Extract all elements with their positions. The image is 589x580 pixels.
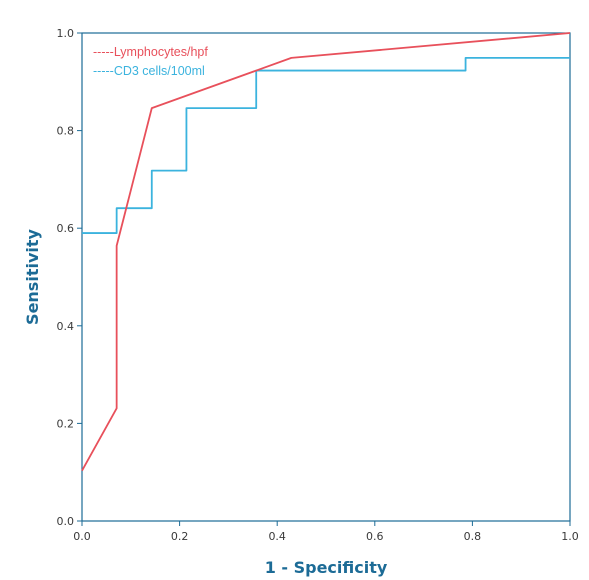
series-layer bbox=[81, 32, 571, 472]
legend: -----Lymphocytes/hpf -----CD3 cells/100m… bbox=[93, 45, 208, 78]
series-line-lymphocytes bbox=[81, 32, 571, 472]
x-tick-label: 0.8 bbox=[464, 530, 482, 543]
series-line-cd3-cells bbox=[82, 56, 570, 234]
y-tick-label: 0.4 bbox=[57, 320, 75, 333]
x-tick-label: 1.0 bbox=[561, 530, 579, 543]
x-tick-label: 0.6 bbox=[366, 530, 384, 543]
y-tick-label: 0.0 bbox=[57, 515, 75, 528]
x-tick-label: 0.4 bbox=[268, 530, 286, 543]
x-axis-title: 1 - Specificity bbox=[265, 558, 388, 577]
y-tick-label: 0.8 bbox=[57, 125, 75, 138]
x-axis-ticks: 0.0 0.2 0.4 0.6 0.8 1.0 bbox=[73, 521, 579, 543]
plot-frame bbox=[81, 32, 571, 522]
y-axis-title: Sensitivity bbox=[23, 228, 42, 324]
y-axis-ticks: 0.0 0.2 0.4 0.6 0.8 1.0 bbox=[57, 27, 82, 528]
plot-area-border bbox=[81, 32, 571, 522]
y-tick-label: 0.2 bbox=[57, 417, 75, 430]
x-tick-label: 0.0 bbox=[73, 530, 91, 543]
legend-entry-cd3-cells: -----CD3 cells/100ml bbox=[93, 64, 205, 78]
x-tick-label: 0.2 bbox=[171, 530, 189, 543]
legend-entry-lymphocytes: -----Lymphocytes/hpf bbox=[93, 45, 208, 59]
y-tick-label: 1.0 bbox=[57, 27, 75, 40]
y-tick-label: 0.6 bbox=[57, 222, 75, 235]
